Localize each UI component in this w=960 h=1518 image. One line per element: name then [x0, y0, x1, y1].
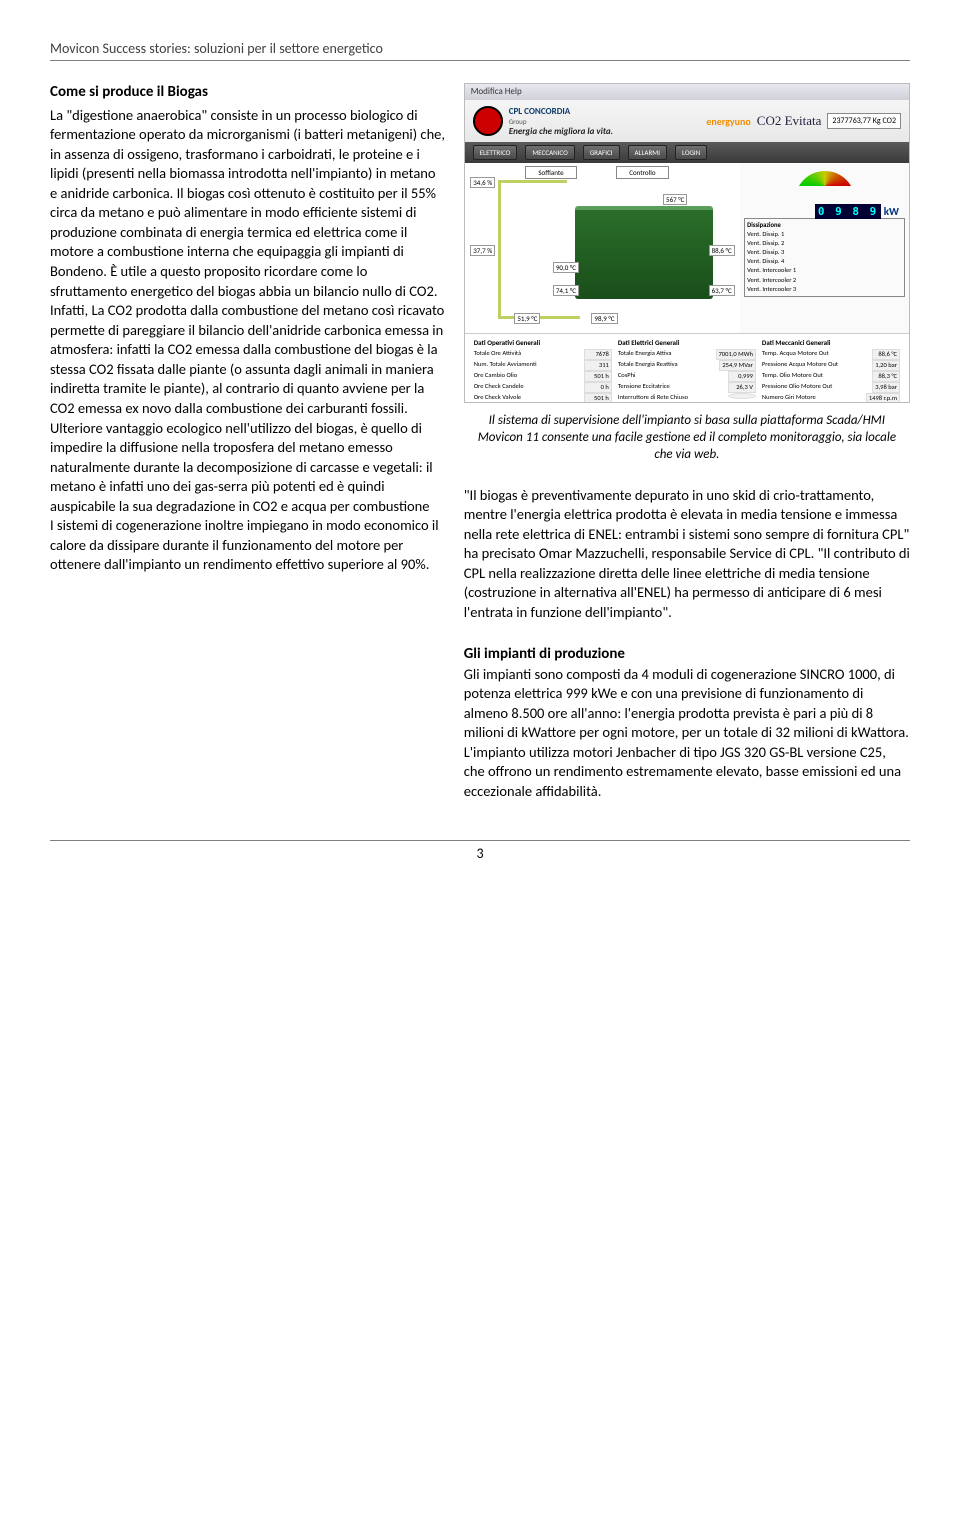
page-number: 3: [50, 840, 910, 862]
scr-kw-row: 0 9 8 9 kW: [744, 205, 905, 218]
table-row: Totale Ore Attività7678: [474, 349, 612, 360]
scr-dissip-row: Vent. Dissip. 1: [747, 230, 902, 239]
right-p3: L'impianto utilizza motori Jenbacher di …: [464, 743, 910, 802]
scr-banner: CPL CONCORDIA Group Energia che migliora…: [465, 100, 909, 142]
gauge-icon: [795, 171, 855, 201]
scr-dissip-row: Vent. Dissip. 4: [747, 257, 902, 266]
scr-main: 34,6 % 37,7 % 51,9 °C 90,0 °C 74,1 °C 98…: [465, 163, 909, 333]
scr-temp-8: 88,6 °C: [709, 245, 735, 256]
cpl-logo-icon: [473, 106, 503, 136]
scr-co2-label: CO2 Evitata: [757, 113, 822, 129]
scr-tbl-h2: Dati Elettrici Generali: [618, 338, 756, 347]
scr-diagram: 34,6 % 37,7 % 51,9 °C 90,0 °C 74,1 °C 98…: [465, 163, 740, 333]
scr-co2-value: 2377763,77 Kg CO2: [827, 113, 901, 129]
scr-dissip-row: Vent. Dissip. 3: [747, 248, 902, 257]
scr-nav-login[interactable]: LOGIN: [675, 145, 707, 160]
biogas-body-2: I sistemi di cogenerazione inoltre impie…: [50, 516, 446, 575]
status-dot-icon: [728, 402, 756, 403]
scr-temp-1: 34,6 %: [470, 177, 495, 188]
scr-tbl-operativi: Dati Operativi Generali Totale Ore Attiv…: [471, 338, 615, 403]
table-row: Interruttore di Rete Chiuso: [618, 393, 756, 402]
scr-logo-name: CPL CONCORDIA: [509, 106, 613, 117]
table-row: Ore Cambio Olio501 h: [474, 371, 612, 382]
scr-dissip-box: Dissipazione Vent. Dissip. 1 Vent. Dissi…: [744, 218, 905, 297]
table-row: Temp. Olio Motore Out88,3 °C: [762, 371, 900, 382]
left-column: Come si produce il Biogas La "digestione…: [50, 83, 446, 824]
impianti-heading: Gli impianti di produzione: [464, 645, 910, 663]
table-row: Ore Check Valvole501 h: [474, 393, 612, 403]
biogas-body-1: La "digestione anaerobica" consiste in u…: [50, 106, 446, 517]
scr-temp-7: 567 °C: [663, 194, 687, 205]
table-row: Num. Totale Avviamenti311: [474, 360, 612, 371]
scr-nav-allarmi[interactable]: ALLARMI: [628, 145, 668, 160]
scr-nav-elettrico[interactable]: ELETTRICO: [473, 145, 518, 160]
scr-menubar: Modifica Help: [465, 84, 909, 100]
page-header: Movicon Success stories: soluzioni per i…: [50, 40, 910, 61]
table-row: Pressione Olio Motore Out3,98 bar: [762, 382, 900, 393]
table-row: Numero Giri Motore1498 r.p.m: [762, 393, 900, 403]
scr-temp-9: 63,7 °C: [709, 285, 735, 296]
table-row: Totale Energia Reattiva254,9 MVar: [618, 360, 756, 371]
status-dot-icon: [728, 393, 756, 399]
scr-nav-grafici[interactable]: GRAFICI: [583, 145, 620, 160]
table-row: Pressione Acqua Motore Out1,20 bar: [762, 360, 900, 371]
scr-temp-5: 74,1 °C: [553, 285, 579, 296]
right-p2: Gli impianti sono composti da 4 moduli d…: [464, 665, 910, 743]
page: Movicon Success stories: soluzioni per i…: [0, 0, 960, 892]
table-row: Temp. Acqua Motore Out88,6 °C: [762, 349, 900, 360]
scr-sidepanel: 0 9 8 9 kW Dissipazione Vent. Dissip. 1 …: [740, 163, 909, 333]
scr-controllo: Controllo: [616, 166, 668, 179]
scr-nav: ELETTRICO MECCANICO GRAFICI ALLARMI LOGI…: [465, 142, 909, 163]
scr-nav-meccanico[interactable]: MECCANICO: [525, 145, 574, 160]
table-row: Ore Check Candele0 h: [474, 382, 612, 393]
scr-brand-right: energyuno: [706, 115, 750, 128]
table-row: Tensione Eccitatrice26,3 V: [618, 382, 756, 393]
scr-tables: Dati Operativi Generali Totale Ore Attiv…: [465, 333, 909, 403]
content-columns: Come si produce il Biogas La "digestione…: [50, 83, 910, 824]
scr-tbl-elettrici: Dati Elettrici Generali Totale Energia A…: [615, 338, 759, 403]
scr-dissip-row: Vent. Dissip. 2: [747, 239, 902, 248]
scr-tbl-h3: Dati Meccanici Generali: [762, 338, 900, 347]
scr-banner-right: energyuno CO2 Evitata 2377763,77 Kg CO2: [706, 113, 901, 129]
table-row: Interruttore di Generatore Chiuso: [618, 402, 756, 403]
screenshot-caption: Il sistema di supervisione dell'impianto…: [464, 413, 910, 464]
scr-kw-digits: 0 9 8 9: [815, 204, 881, 219]
scr-dissip-row: Vent. Intercooler 1: [747, 266, 902, 275]
table-row: CosPhi0,999: [618, 371, 756, 382]
scr-tagline: Energia che migliora la vita.: [509, 126, 613, 137]
scr-tbl-h1: Dati Operativi Generali: [474, 338, 612, 347]
right-p1: "Il biogas è preventivamente depurato in…: [464, 486, 910, 623]
scr-temp-4: 90,0 °C: [553, 262, 579, 273]
right-column: Modifica Help CPL CONCORDIA Group Energi…: [464, 83, 910, 824]
scr-temp-2: 37,7 %: [470, 245, 495, 256]
biogas-heading: Come si produce il Biogas: [50, 83, 446, 103]
scr-logo-left: CPL CONCORDIA Group Energia che migliora…: [473, 106, 613, 137]
scr-tbl-meccanici: Dati Meccanici Generali Temp. Acqua Moto…: [759, 338, 903, 403]
scr-logo-sub: Group: [509, 117, 613, 126]
scada-screenshot: Modifica Help CPL CONCORDIA Group Energi…: [464, 83, 910, 403]
scr-kw-unit: kW: [884, 205, 899, 218]
scr-soffiante: Soffiante: [525, 166, 576, 179]
scr-dissip-row: Vent. Intercooler 2: [747, 276, 902, 285]
table-row: Totale Energia Attiva7001,0 MWh: [618, 349, 756, 360]
scr-dissip-title: Dissipazione: [747, 221, 902, 230]
scr-dissip-row: Vent. Intercooler 3: [747, 285, 902, 294]
scr-temp-6: 98,9 °C: [591, 313, 617, 324]
scr-logo-text: CPL CONCORDIA Group Energia che migliora…: [509, 106, 613, 137]
scr-temp-3: 51,9 °C: [514, 313, 540, 324]
engine-icon: [575, 206, 713, 300]
